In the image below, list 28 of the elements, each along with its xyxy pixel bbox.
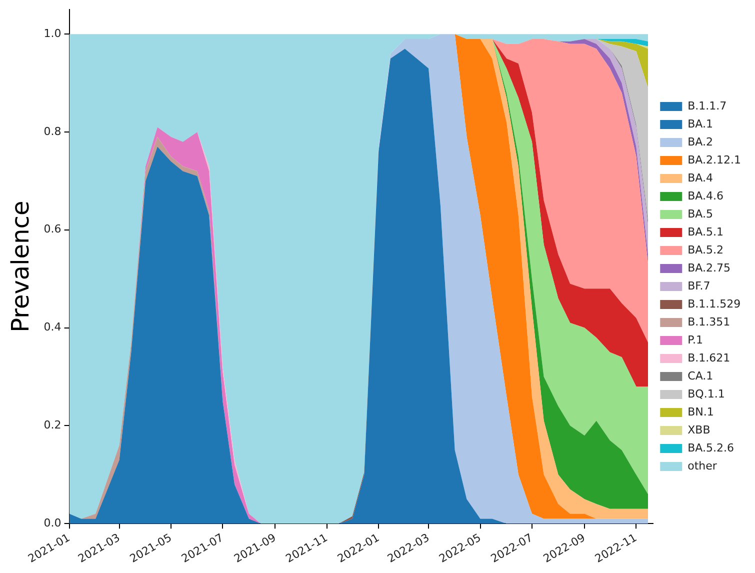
- y-tick-label: 0.8: [44, 124, 62, 138]
- legend-label: B.1.1.529: [688, 297, 741, 310]
- legend-label: BN.1: [688, 405, 714, 418]
- legend-label: BA.5: [688, 207, 714, 220]
- legend-label: B.1.621: [688, 351, 730, 364]
- y-tick-label: 1.0: [44, 26, 62, 40]
- y-tick-label: 0.2: [44, 418, 62, 432]
- legend-label: BA.5.2: [688, 243, 724, 256]
- y-tick-label: 0.0: [44, 516, 62, 530]
- legend-label: P.1: [688, 333, 704, 346]
- y-tick-label: 0.4: [44, 320, 62, 334]
- y-tick-label: 0.6: [44, 222, 62, 236]
- legend-label: B.1.1.7: [688, 99, 727, 112]
- legend-label: BA.2.75: [688, 261, 731, 274]
- legend-label: other: [688, 459, 718, 472]
- legend-label: BA.1: [688, 117, 714, 130]
- legend-label: CA.1: [688, 369, 714, 382]
- legend-label: BF.7: [688, 279, 710, 292]
- legend-label: BA.2.12.1: [688, 153, 742, 166]
- legend-label: BA.5.2.6: [688, 441, 734, 454]
- legend-label: BA.4.6: [688, 189, 724, 202]
- legend-label: B.1.351: [688, 315, 730, 328]
- legend-label: BA.5.1: [688, 225, 724, 238]
- legend-label: BQ.1.1: [688, 387, 725, 400]
- legend-label: BA.2: [688, 135, 714, 148]
- legend-label: BA.4: [688, 171, 714, 184]
- y-axis-title: Prevalence: [6, 200, 35, 332]
- legend-label: XBB: [688, 423, 710, 436]
